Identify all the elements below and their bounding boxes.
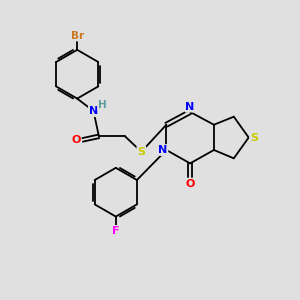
Text: N: N (89, 106, 98, 116)
Text: O: O (71, 135, 81, 145)
Text: S: S (250, 133, 258, 142)
Text: S: S (137, 147, 146, 157)
Text: O: O (185, 178, 195, 189)
Text: F: F (112, 226, 120, 236)
Text: N: N (185, 102, 195, 112)
Text: Br: Br (70, 31, 84, 40)
Text: N: N (158, 145, 167, 155)
Text: H: H (98, 100, 107, 110)
